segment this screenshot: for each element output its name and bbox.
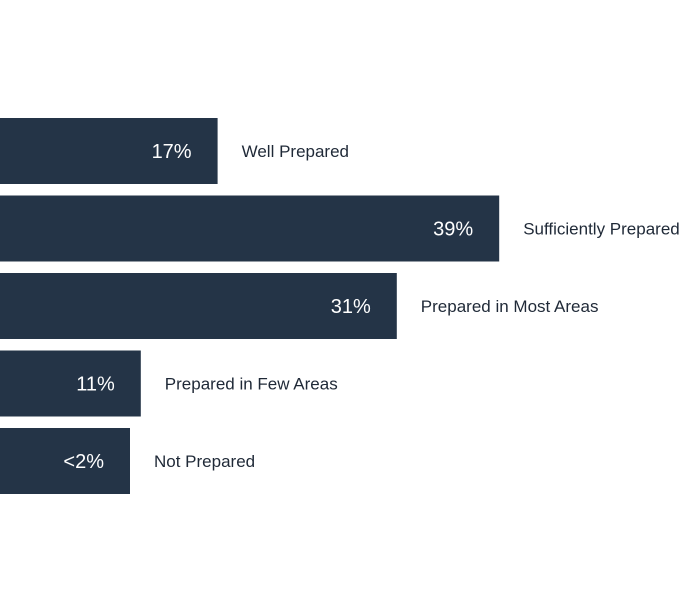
bar-prepared-in-few-areas: [0, 350, 141, 417]
bar-label-sufficiently-prepared: Sufficiently Prepared: [523, 220, 680, 239]
bar-not-prepared: [0, 428, 130, 494]
bar-value-prepared-in-most-areas: 31%: [331, 296, 371, 318]
bar-value-not-prepared: <2%: [63, 451, 104, 473]
bar-well-prepared: [0, 118, 218, 184]
bar-sufficiently-prepared: [0, 195, 500, 262]
bar-value-sufficiently-prepared: 39%: [433, 219, 473, 241]
bar-value-well-prepared: 17%: [152, 141, 192, 163]
bar-label-prepared-in-most-areas: Prepared in Most Areas: [421, 297, 599, 316]
bar-value-prepared-in-few-areas: 11%: [76, 374, 115, 396]
bar-label-not-prepared: Not Prepared: [154, 452, 255, 471]
bar-label-well-prepared: Well Prepared: [242, 142, 349, 161]
bar-prepared-in-most-areas: [0, 273, 397, 339]
bar-label-prepared-in-few-areas: Prepared in Few Areas: [165, 375, 338, 394]
